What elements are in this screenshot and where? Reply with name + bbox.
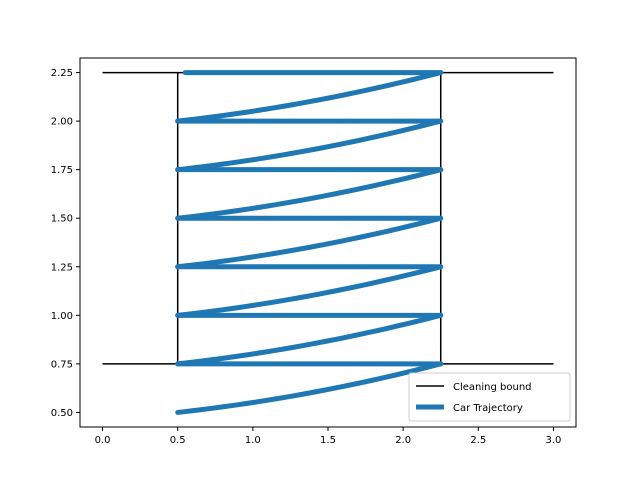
car-trajectory-sweep-4 <box>175 264 444 318</box>
y-tick-label: 2.25 <box>51 68 73 79</box>
y-tick-label: 2.00 <box>51 117 73 128</box>
x-tick-label: 2.0 <box>395 435 411 446</box>
car-trajectory-sweep-8 <box>175 167 444 221</box>
y-tick-label: 0.75 <box>51 359 73 370</box>
x-tick-label: 0.5 <box>170 435 186 446</box>
y-tick-label: 1.00 <box>51 311 73 322</box>
y-tick-label: 1.75 <box>51 165 73 176</box>
legend: Cleaning bound Car Trajectory <box>408 372 571 422</box>
car-trajectory-sweep-6 <box>175 215 444 270</box>
x-tick-label: 3.0 <box>546 435 562 446</box>
x-tick-label: 1.0 <box>245 435 261 446</box>
y-tick-label: 1.25 <box>51 262 73 273</box>
car-trajectory-sweep-12 <box>175 70 444 124</box>
x-tick-label: 1.5 <box>320 435 336 446</box>
car-trajectory-sweep-10 <box>175 118 444 173</box>
legend-label-cleaning-bound: Cleaning bound <box>453 382 532 393</box>
y-tick-label: 0.50 <box>51 408 73 419</box>
y-tick-label: 1.50 <box>51 214 73 225</box>
axes: 0.0 0.5 1.0 1.5 2.0 2.5 3.0 0.50 0.75 1.00 1.25 1.5… <box>51 57 577 446</box>
x-tick-label: 0.0 <box>95 435 111 446</box>
car-trajectory-sweep-0 <box>175 361 444 415</box>
plot-area <box>102 70 554 415</box>
car-trajectory-sweep-2 <box>175 312 444 367</box>
legend-box <box>408 372 571 422</box>
legend-label-car-trajectory: Car Trajectory <box>453 403 523 414</box>
x-tick-label: 2.5 <box>470 435 486 446</box>
